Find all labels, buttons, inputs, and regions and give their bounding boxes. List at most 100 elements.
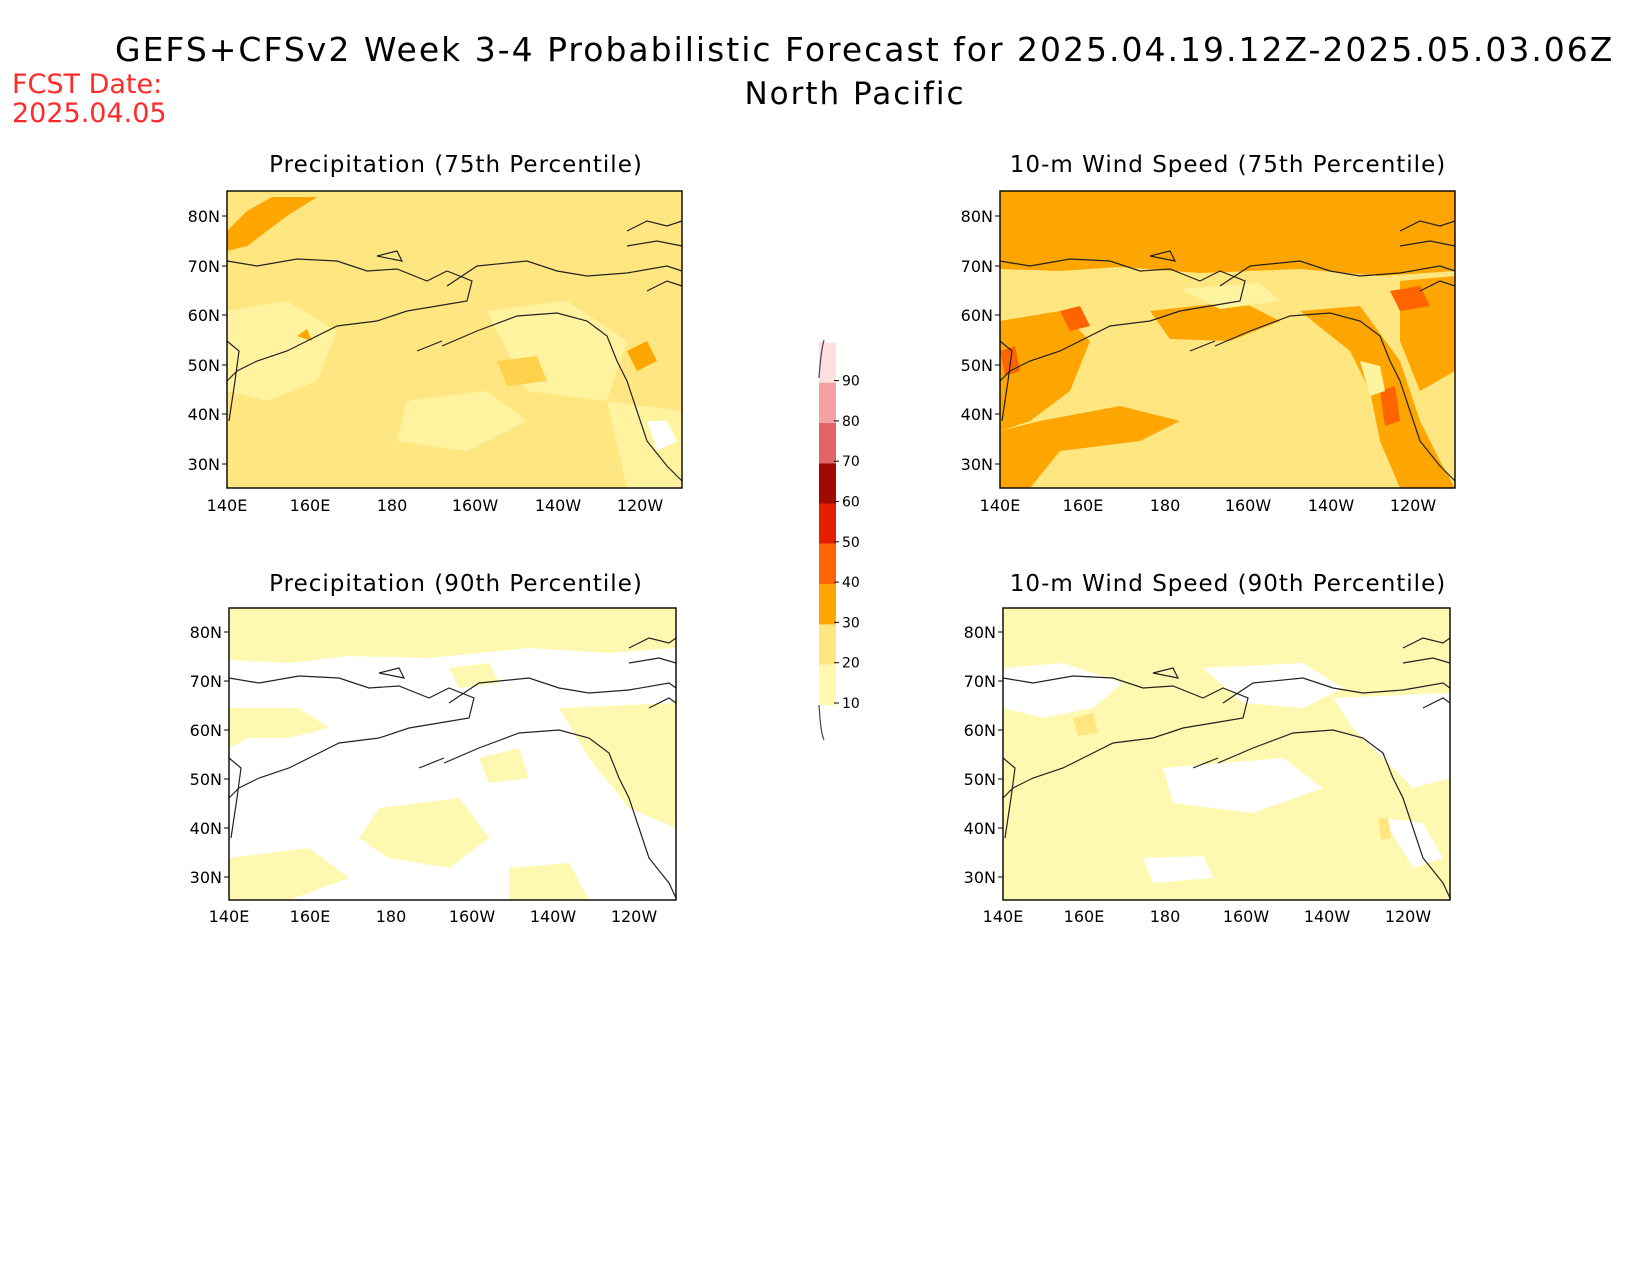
- lon-tick-labels: 140E 160E 180 160W 140W 120W: [980, 496, 1437, 515]
- map-panel-wind-75: 80N 70N 60N 50N 40N 30N 140E 160E 180 16…: [961, 190, 1456, 515]
- colorbar-swatch: [819, 584, 836, 625]
- lat-label: 70N: [188, 257, 220, 276]
- lat-label: 50N: [964, 770, 996, 789]
- lon-label: 160E: [1064, 907, 1105, 926]
- lat-tick-labels: 80N 70N 60N 50N 40N 30N: [188, 207, 227, 474]
- lat-label: 80N: [961, 207, 993, 226]
- lat-label: 40N: [188, 405, 220, 424]
- map-plot-area: [228, 607, 677, 901]
- lat-label: 80N: [190, 623, 222, 642]
- lon-label: 160E: [1063, 496, 1104, 515]
- lon-label: 140W: [1304, 907, 1351, 926]
- probability-shading: [227, 197, 682, 488]
- lat-label: 60N: [188, 306, 220, 325]
- panel-title-wind-90: 10-m Wind Speed (90th Percentile): [1009, 571, 1447, 597]
- lat-label: 30N: [188, 455, 220, 474]
- lat-label: 50N: [190, 770, 222, 789]
- lon-label: 160W: [452, 496, 499, 515]
- lat-label: 80N: [964, 623, 996, 642]
- lon-tick-labels: 140E 160E 180 160W 140W 120W: [983, 907, 1432, 926]
- lon-tick-labels: 140E 160E 180 160W 140W 120W: [207, 496, 664, 515]
- map-panel-wind-90: 80N 70N 60N 50N 40N 30N 140E 160E 180 16…: [964, 607, 1451, 926]
- lon-label: 120W: [611, 907, 658, 926]
- colorbar-label: 10: [842, 696, 860, 712]
- lon-label: 160E: [290, 907, 331, 926]
- fcst-date-value: 2025.04.05: [12, 98, 167, 129]
- lon-label: 140E: [983, 907, 1024, 926]
- lon-label: 140W: [530, 907, 577, 926]
- lon-label: 120W: [1390, 496, 1437, 515]
- colorbar-top-cap: [818, 339, 825, 379]
- region-subtitle: North Pacific: [744, 76, 966, 112]
- lat-label: 60N: [190, 721, 222, 740]
- colorbar-label: 50: [842, 535, 860, 551]
- lat-label: 70N: [964, 672, 996, 691]
- map-panel-precip-75: 80N 70N 60N 50N 40N 30N 140E 160E 180 16…: [188, 190, 683, 515]
- colorbar-label: 90: [842, 374, 860, 390]
- lon-label: 140E: [209, 907, 250, 926]
- colorbar-swatch: [819, 342, 836, 383]
- colorbar-label: 60: [842, 495, 860, 511]
- map-frame: [228, 607, 677, 901]
- lat-tick-labels: 80N 70N 60N 50N 40N 30N: [964, 623, 1003, 887]
- colorbar-swatch: [819, 382, 836, 423]
- map-plot-area: [999, 190, 1456, 489]
- lat-label: 80N: [188, 207, 220, 226]
- lat-label: 40N: [964, 819, 996, 838]
- lon-label: 140W: [1308, 496, 1355, 515]
- lon-label: 160W: [1225, 496, 1272, 515]
- colorbar: 10 20 30 40 50 60 70 80 90: [818, 339, 860, 741]
- forecast-date-block: FCST Date: 2025.04.05: [12, 70, 167, 128]
- lat-label: 60N: [961, 306, 993, 325]
- lon-label: 160W: [1223, 907, 1270, 926]
- lat-label: 70N: [190, 672, 222, 691]
- colorbar-swatch: [819, 664, 836, 705]
- colorbar-labels: 10 20 30 40 50 60 70 80 90: [834, 374, 860, 712]
- panel-title-precip-75: Precipitation (75th Percentile): [269, 152, 643, 178]
- map-frame: [999, 190, 1456, 489]
- probability-shading: [1000, 191, 1455, 488]
- lat-label: 40N: [190, 819, 222, 838]
- lon-label: 160E: [290, 496, 331, 515]
- lon-label: 160W: [449, 907, 496, 926]
- colorbar-label: 20: [842, 656, 860, 672]
- colorbar-label: 30: [842, 615, 860, 631]
- lat-label: 40N: [961, 405, 993, 424]
- colorbar-bottom-cap: [818, 704, 825, 741]
- coastlines: [999, 220, 1456, 482]
- lon-label: 120W: [1385, 907, 1432, 926]
- colorbar-swatch: [819, 463, 836, 504]
- lon-label: 180: [1150, 907, 1181, 926]
- colorbar-label: 70: [842, 454, 860, 470]
- lon-label: 180: [376, 907, 407, 926]
- map-plot-area: [1002, 607, 1451, 901]
- lon-label: 180: [377, 496, 408, 515]
- lat-tick-labels: 80N 70N 60N 50N 40N 30N: [961, 207, 1000, 474]
- main-title: GEFS+CFSv2 Week 3-4 Probabilistic Foreca…: [115, 30, 1615, 69]
- colorbar-swatch: [819, 543, 836, 585]
- colorbar-swatch: [819, 503, 836, 544]
- colorbar-label: 80: [842, 414, 860, 430]
- lon-label: 180: [1150, 496, 1181, 515]
- map-frame: [1002, 607, 1451, 901]
- colorbar-label: 40: [842, 575, 860, 591]
- lon-label: 120W: [617, 496, 664, 515]
- colorbar-swatch: [819, 422, 836, 464]
- colorbar-swatches: [819, 342, 836, 705]
- lat-label: 30N: [190, 868, 222, 887]
- lon-tick-labels: 140E 160E 180 160W 140W 120W: [209, 907, 658, 926]
- lon-label: 140E: [980, 496, 1021, 515]
- coastlines: [1002, 637, 1451, 899]
- panel-title-precip-90: Precipitation (90th Percentile): [269, 571, 643, 597]
- map-frame: [226, 190, 683, 489]
- lon-label: 140E: [207, 496, 248, 515]
- lat-label: 50N: [188, 356, 220, 375]
- map-panel-precip-90: 80N 70N 60N 50N 40N 30N 140E 160E 180 16…: [190, 607, 677, 926]
- coastlines: [228, 637, 677, 899]
- map-background: [1003, 608, 1450, 900]
- lat-label: 30N: [964, 868, 996, 887]
- coastlines: [226, 220, 683, 482]
- lat-label: 50N: [961, 356, 993, 375]
- lat-label: 60N: [964, 721, 996, 740]
- lat-tick-labels: 80N 70N 60N 50N 40N 30N: [190, 623, 229, 887]
